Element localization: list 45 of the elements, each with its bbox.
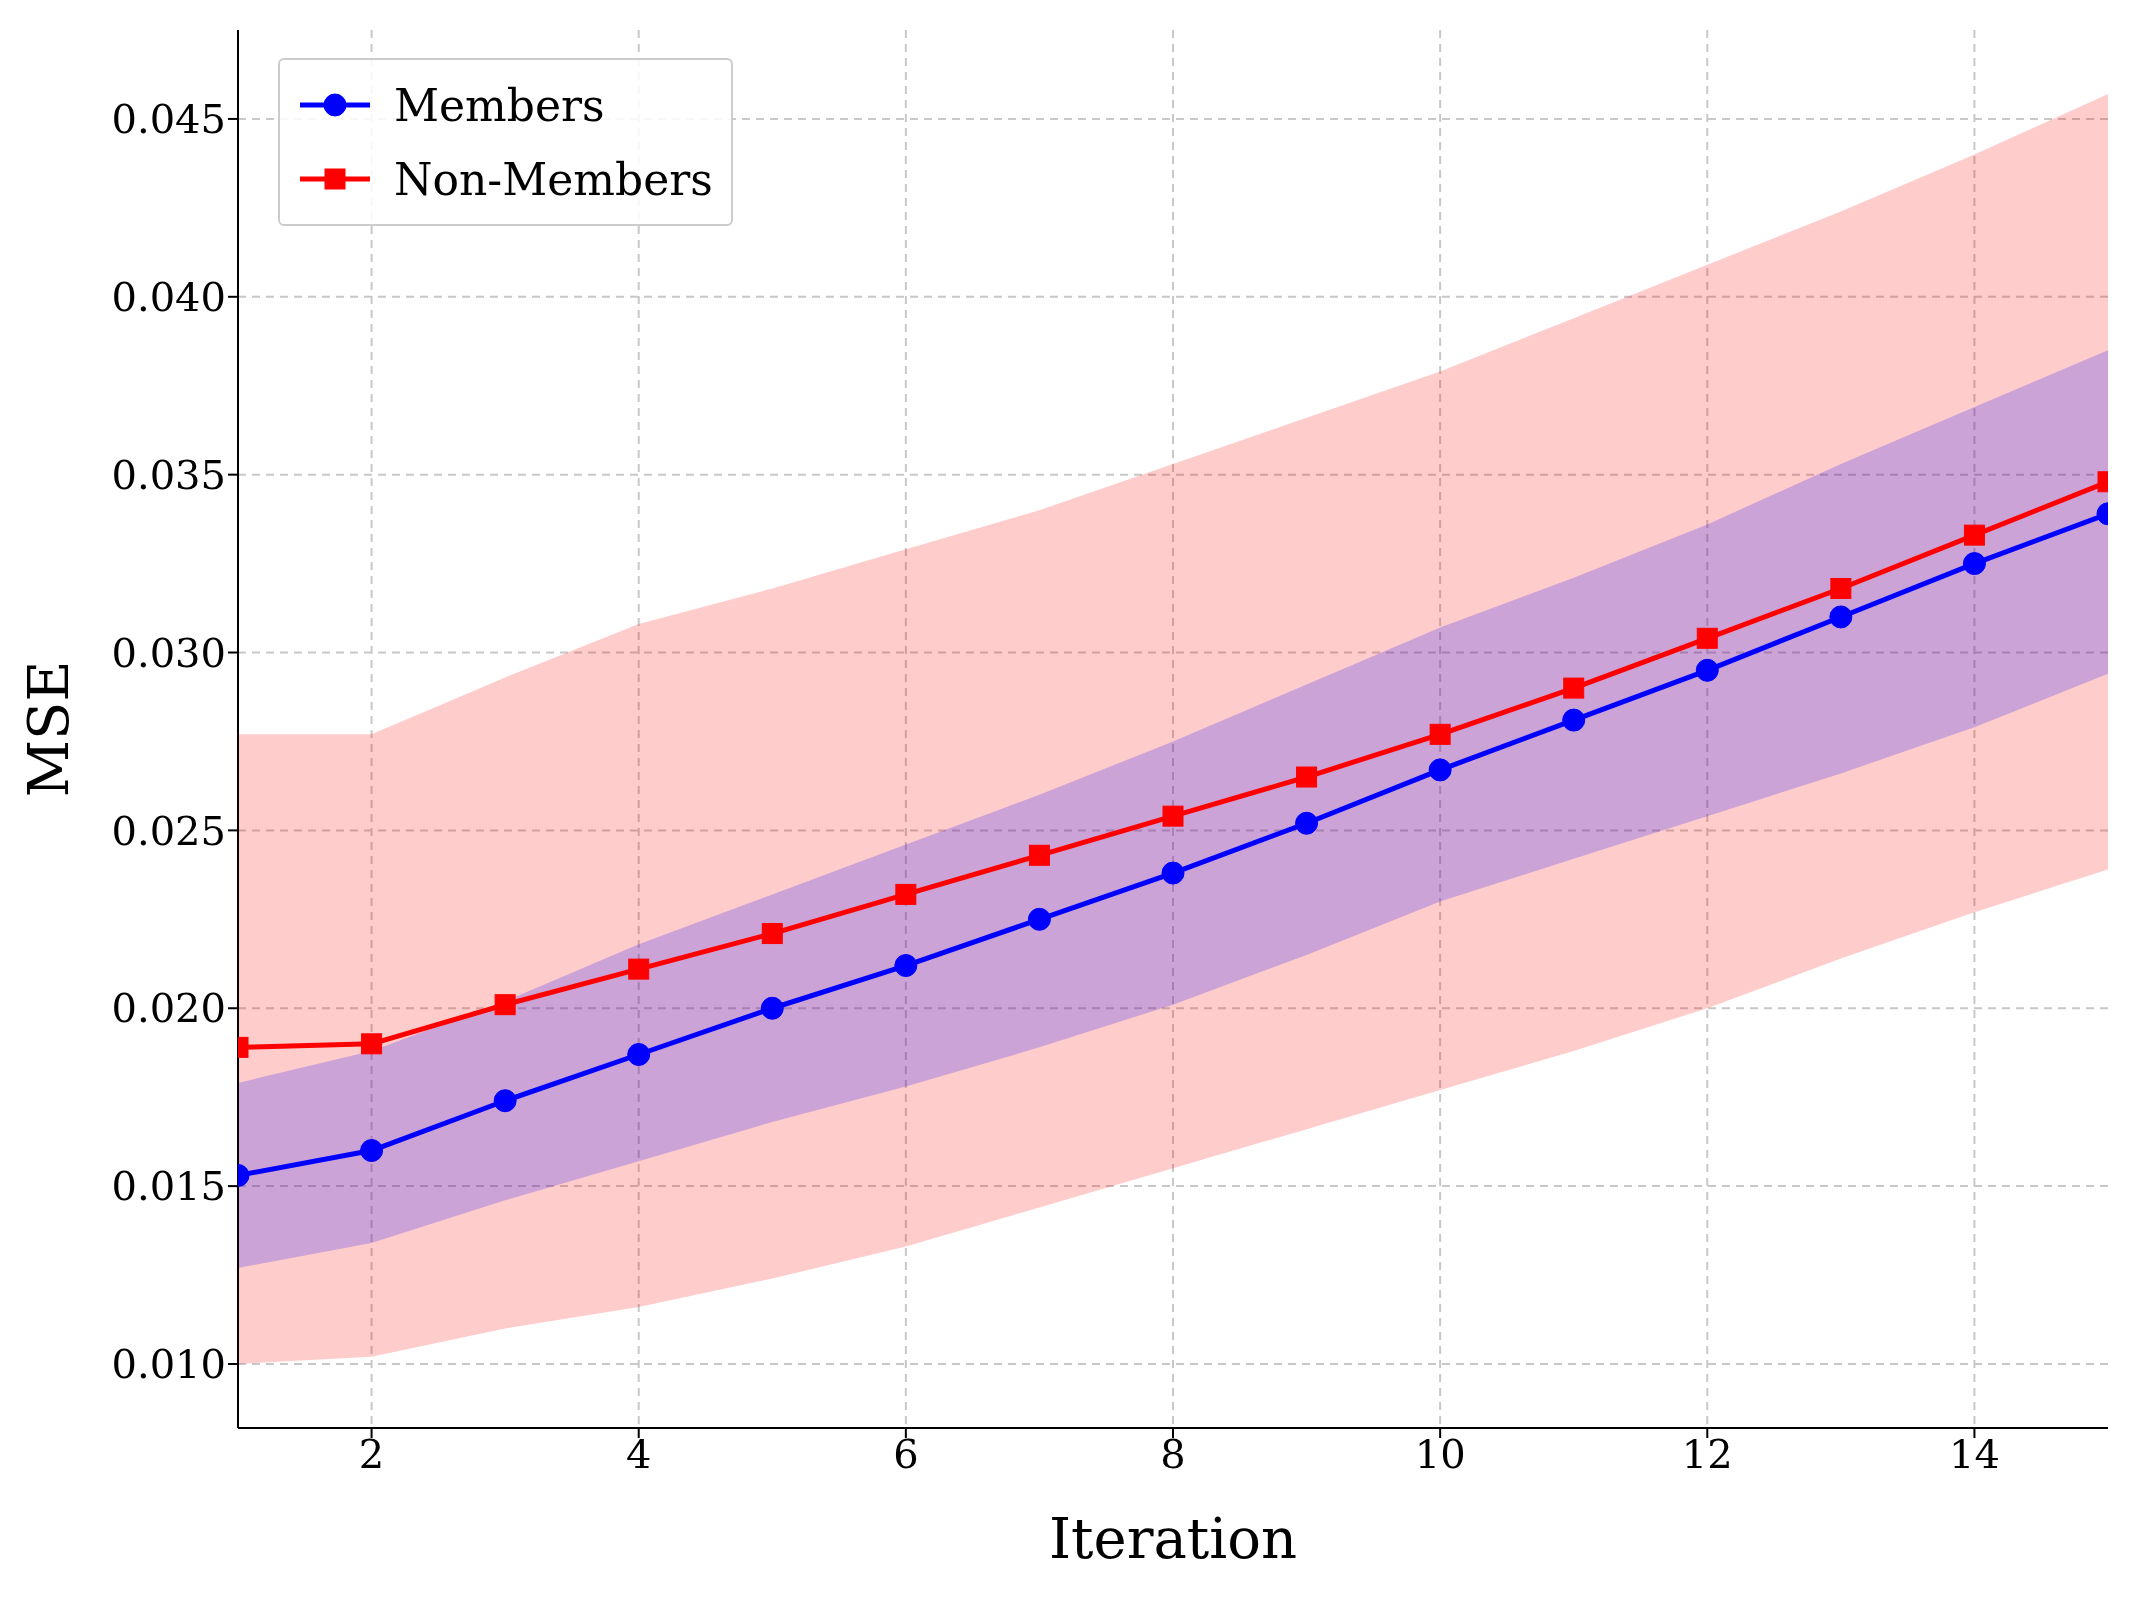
- x-tick-label: 8: [1160, 1431, 1186, 1478]
- point: [1028, 844, 1050, 866]
- x-tick-label: 14: [1948, 1431, 2000, 1478]
- point: [1829, 605, 1853, 629]
- point: [1161, 861, 1185, 885]
- y-tick-label: 0.010: [111, 1341, 226, 1388]
- point: [760, 996, 784, 1020]
- point: [361, 1033, 383, 1055]
- point: [1830, 577, 1852, 599]
- point: [493, 1089, 517, 1113]
- point: [894, 954, 918, 978]
- point: [1562, 708, 1586, 732]
- y-tick-label: 0.020: [111, 985, 226, 1032]
- point: [1429, 723, 1451, 745]
- point: [1963, 524, 1985, 546]
- point: [1695, 658, 1719, 682]
- legend-label: Non-Members: [394, 153, 713, 205]
- y-tick-label: 0.025: [111, 807, 226, 854]
- y-tick-label: 0.040: [111, 273, 226, 320]
- y-tick-label: 0.015: [111, 1163, 226, 1210]
- point: [627, 1042, 651, 1066]
- point: [1295, 811, 1319, 835]
- point: [761, 923, 783, 945]
- point: [1696, 627, 1718, 649]
- point: [1563, 677, 1585, 699]
- point: [1027, 907, 1051, 931]
- x-tick-label: 10: [1414, 1431, 1466, 1478]
- x-tick-label: 4: [625, 1431, 652, 1478]
- legend-label: Members: [394, 79, 605, 131]
- y-tick-label: 0.035: [111, 451, 226, 498]
- point: [895, 883, 917, 905]
- x-tick-label: 12: [1681, 1431, 1733, 1478]
- x-tick-label: 2: [358, 1431, 385, 1478]
- point: [1296, 766, 1318, 788]
- point: [494, 994, 516, 1016]
- y-tick-label: 0.045: [111, 96, 226, 143]
- point: [1162, 805, 1184, 827]
- point: [628, 958, 650, 980]
- x-tick-label: 6: [893, 1431, 919, 1478]
- point: [1428, 758, 1452, 782]
- y-tick-label: 0.030: [111, 629, 226, 676]
- x-axis-title: Iteration: [1048, 1506, 1298, 1571]
- point: [1962, 552, 1986, 576]
- point: [360, 1139, 384, 1163]
- y-axis-title: MSE: [15, 660, 81, 798]
